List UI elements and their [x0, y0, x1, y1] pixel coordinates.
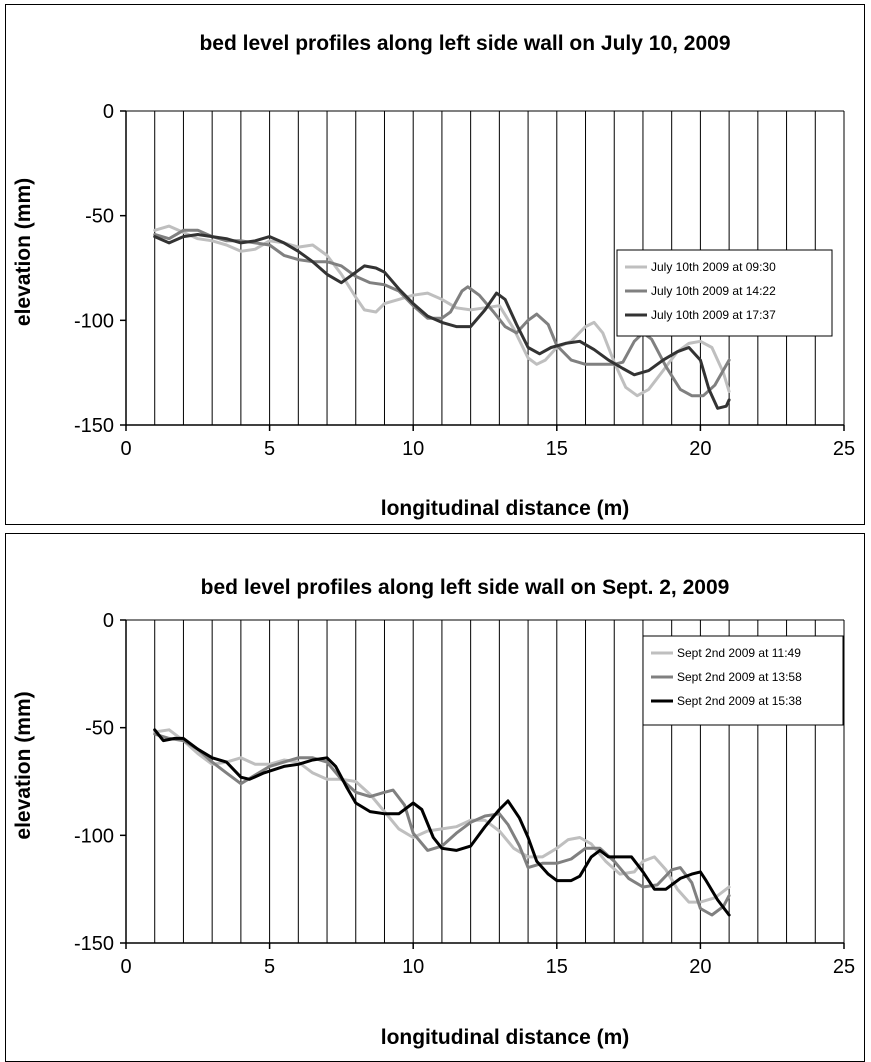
legend: July 10th 2009 at 09:30 July 10th 2009 at… [616, 249, 833, 337]
legend-label: Sept 2nd 2009 at 11:49 [677, 646, 801, 660]
chart-title: bed level profiles along left side wall … [199, 32, 730, 55]
legend: Sept 2nd 2009 at 11:49 Sept 2nd 2009 at 1… [642, 635, 844, 726]
chart-title: bed level profiles along left side wall … [201, 576, 730, 599]
x-tick-label: 15 [546, 956, 568, 978]
series-line [153, 233, 731, 410]
x-tick-label: 15 [546, 438, 568, 460]
chart-sept-svg: bed level profiles along left side wall … [12, 576, 855, 1049]
y-axis-label: elevation (mm) [12, 691, 35, 839]
y-tick-label: 0 [103, 101, 114, 123]
x-tick-label: 20 [689, 956, 711, 978]
y-tick-label: -50 [85, 206, 114, 228]
series-line [153, 728, 731, 917]
y-tick-label: -150 [74, 933, 114, 955]
y-tick-label: -100 [74, 310, 114, 332]
x-tick-label: 5 [264, 438, 275, 460]
x-tick-label: 5 [264, 956, 275, 978]
legend-label: July 10th 2009 at 17:37 [651, 308, 776, 322]
x-tick-label: 25 [833, 438, 855, 460]
legend-label: Sept 2nd 2009 at 15:38 [677, 694, 802, 708]
series-line [153, 728, 731, 904]
x-tick-label: 10 [402, 438, 424, 460]
y-tick-label: -150 [74, 415, 114, 437]
x-tick-label: 20 [689, 438, 711, 460]
x-tick-label: 0 [120, 956, 131, 978]
legend-label: Sept 2nd 2009 at 13:58 [677, 670, 802, 684]
chart-panel-july: bed level profiles along left side wall … [5, 4, 865, 525]
x-axis-label: longitudinal distance (m) [381, 497, 630, 520]
series-line [153, 228, 731, 398]
x-tick-label: 0 [120, 438, 131, 460]
legend-label: July 10th 2009 at 09:30 [651, 260, 776, 274]
legend-label: July 10th 2009 at 14:22 [651, 284, 776, 298]
y-tick-label: 0 [103, 610, 114, 632]
x-tick-label: 10 [402, 956, 424, 978]
x-tick-label: 25 [833, 956, 855, 978]
y-tick-label: -100 [74, 825, 114, 847]
legend-box [642, 635, 844, 726]
legend-box [616, 249, 833, 337]
chart-panel-sept: bed level profiles along left side wall … [5, 533, 865, 1062]
x-axis-label: longitudinal distance (m) [381, 1026, 630, 1049]
y-tick-label: -50 [85, 718, 114, 740]
chart-july-svg: bed level profiles along left side wall … [12, 32, 855, 520]
y-axis-label: elevation (mm) [12, 178, 35, 326]
